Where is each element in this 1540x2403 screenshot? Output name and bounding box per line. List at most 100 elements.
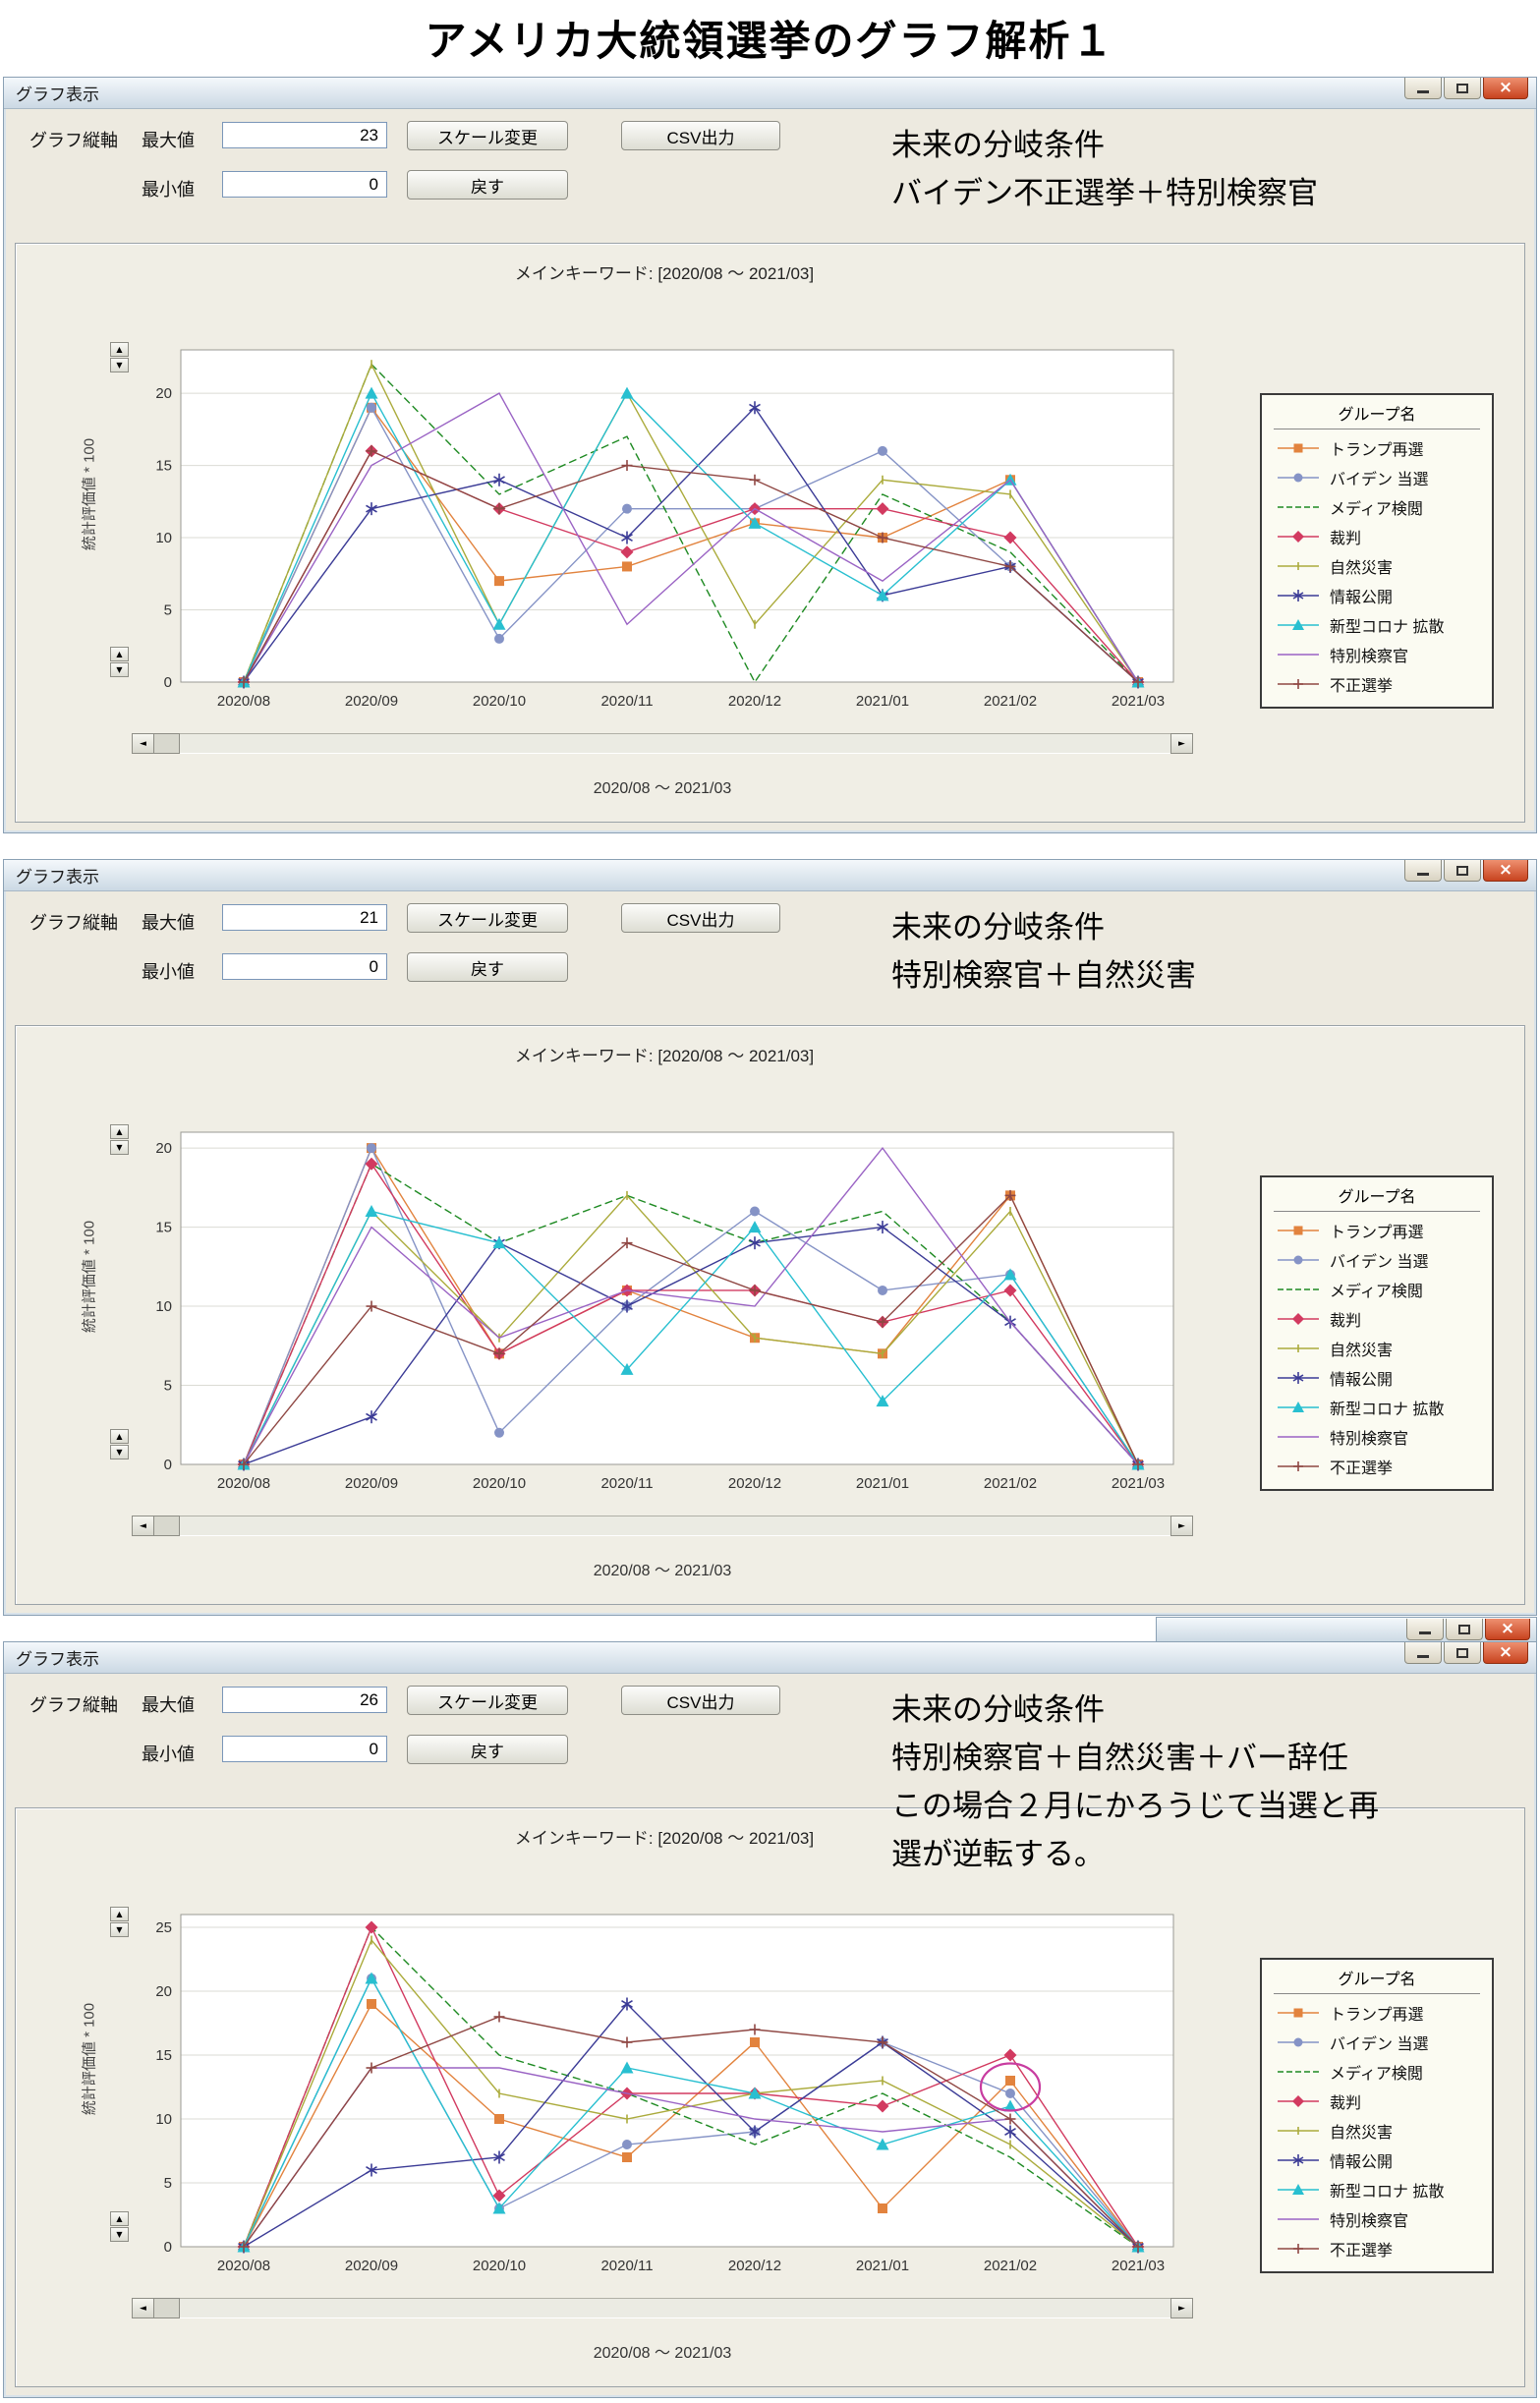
spin-up-button[interactable]: ▲ <box>110 1907 129 1921</box>
series-line <box>243 1146 1139 1465</box>
spin-down-button[interactable]: ▼ <box>110 662 129 677</box>
window-titlebar[interactable]: グラフ表示 × <box>4 860 1536 891</box>
legend-marker-icon <box>1278 2218 1319 2220</box>
legend-item-label: 新型コロナ 拡散 <box>1330 1402 1445 1418</box>
legend-item: 新型コロナ 拡散 <box>1262 1393 1492 1422</box>
note-line: 特別検察官＋自然災害 <box>891 958 1196 993</box>
series-line <box>243 406 1139 683</box>
legend-item-label: トランプ再選 <box>1330 2007 1424 2024</box>
y-tick-label: 10 <box>155 1298 172 1315</box>
csv-export-button[interactable]: CSV出力 <box>621 121 780 150</box>
scroll-right-button[interactable]: ► <box>1170 733 1193 754</box>
scale-change-button[interactable]: スケール変更 <box>407 121 568 150</box>
spin-up-button[interactable]: ▲ <box>110 647 129 661</box>
spin-up-button[interactable]: ▲ <box>110 1124 129 1139</box>
csv-export-button[interactable]: CSV出力 <box>621 1686 780 1715</box>
window-titlebar[interactable]: グラフ表示 × <box>4 1642 1536 1674</box>
scrollbar-track[interactable] <box>180 733 1170 754</box>
legend-marker-icon <box>1278 1226 1319 1235</box>
minimize-button[interactable] <box>1406 1619 1444 1640</box>
scrollbar-thumb[interactable] <box>154 1516 180 1536</box>
max-value-label: 最大値 <box>142 131 195 150</box>
max-value-input[interactable] <box>222 1687 387 1713</box>
minimize-button[interactable] <box>1404 860 1442 882</box>
scrollbar-track[interactable] <box>180 1516 1170 1536</box>
legend-marker-icon <box>1278 2008 1319 2018</box>
spin-up-button[interactable]: ▲ <box>110 1429 129 1444</box>
series-line <box>243 1163 1139 1465</box>
scrollbar-thumb[interactable] <box>154 733 180 754</box>
page-title: アメリカ大統領選挙のグラフ解析１ <box>425 18 1115 64</box>
close-button[interactable]: × <box>1483 78 1528 99</box>
legend-marker-icon <box>1278 619 1319 630</box>
x-tick-label: 2020/09 <box>345 693 398 710</box>
legend-item: 新型コロナ 拡散 <box>1262 610 1492 640</box>
legend-marker-icon <box>1278 654 1319 656</box>
min-value-input[interactable] <box>222 953 387 980</box>
legend-title: グループ名 <box>1274 1181 1480 1212</box>
y-axis-spinner-top: ▲ ▼ <box>110 1124 129 1155</box>
min-value-input[interactable] <box>222 171 387 198</box>
legend-item: 新型コロナ 拡散 <box>1262 2175 1492 2204</box>
legend-item-label: トランプ再選 <box>1330 1225 1424 1241</box>
line-chart: 0 5 10 15 20 2020/08 2020/09 2020/10 2020/11 2020… <box>155 1131 1174 1492</box>
minimize-button[interactable] <box>1404 78 1442 99</box>
note-line: 未来の分岐条件 <box>891 910 1105 944</box>
maximize-button[interactable] <box>1446 1619 1483 1640</box>
legend-item: メディア検閲 <box>1262 492 1492 522</box>
csv-export-button[interactable]: CSV出力 <box>621 903 780 933</box>
x-axis-label: 2020/08 ～ 2021/03 <box>593 2345 732 2362</box>
maximize-button[interactable] <box>1444 1642 1481 1664</box>
legend-item: 特別検察官 <box>1262 2204 1492 2234</box>
legend-item: トランプ再選 <box>1262 433 1492 463</box>
annotation-note: 未来の分岐条件 特別検察官＋自然災害＋バー辞任 この場合２月にかろうじて当選と再 選が… <box>891 1686 1379 1878</box>
chart-panel: メインキーワード: [2020/08 ～ 2021/03] ▲ ▼ ▲ ▼ 統計… <box>15 1025 1525 1605</box>
max-value-input[interactable] <box>222 122 387 148</box>
spin-down-button[interactable]: ▼ <box>110 2227 129 2242</box>
minimize-button[interactable] <box>1404 1642 1442 1664</box>
close-button[interactable]: × <box>1485 1619 1530 1640</box>
scrollbar-track[interactable] <box>180 2298 1170 2318</box>
spin-up-button[interactable]: ▲ <box>110 2211 129 2226</box>
scroll-left-button[interactable]: ◄ <box>132 1516 154 1536</box>
x-axis-label: 2020/08 ～ 2021/03 <box>593 1563 732 1579</box>
min-value-input[interactable] <box>222 1736 387 1762</box>
x-tick-label: 2020/10 <box>473 1475 526 1492</box>
reset-button[interactable]: 戻す <box>407 952 568 982</box>
reset-button[interactable]: 戻す <box>407 170 568 200</box>
scroll-left-button[interactable]: ◄ <box>132 2298 154 2318</box>
scale-change-button[interactable]: スケール変更 <box>407 1686 568 1715</box>
min-value-label: 最小値 <box>142 180 195 200</box>
spin-down-button[interactable]: ▼ <box>110 1140 129 1155</box>
y-tick-label: 5 <box>164 1378 172 1395</box>
spin-up-button[interactable]: ▲ <box>110 342 129 357</box>
scrollbar-thumb[interactable] <box>154 2298 180 2318</box>
x-tick-label: 2020/11 <box>600 693 653 710</box>
legend-item: メディア検閲 <box>1262 2057 1492 2087</box>
x-tick-label: 2020/12 <box>728 693 781 710</box>
legend-items: トランプ再選 バイデン 当選 メディア検閲 裁判 自然災害 情報公開 新型コロナ 拡散 特別検… <box>1262 433 1492 699</box>
scroll-left-button[interactable]: ◄ <box>132 733 154 754</box>
x-tick-label: 2020/10 <box>473 2258 526 2274</box>
scroll-right-button[interactable]: ► <box>1170 2298 1193 2318</box>
legend-item: 裁判 <box>1262 2087 1492 2116</box>
scale-change-button[interactable]: スケール変更 <box>407 903 568 933</box>
spin-down-button[interactable]: ▼ <box>110 358 129 372</box>
y-tick-label: 20 <box>155 1140 172 1157</box>
legend-marker-icon <box>1278 679 1319 689</box>
legend-item-label: メディア検閲 <box>1330 1284 1423 1300</box>
close-button[interactable]: × <box>1483 1642 1528 1664</box>
scroll-right-button[interactable]: ► <box>1170 1516 1193 1536</box>
series-line <box>243 1925 1139 2248</box>
close-button[interactable]: × <box>1483 860 1528 882</box>
legend-marker-icon <box>1278 1372 1319 1384</box>
spin-down-button[interactable]: ▼ <box>110 1445 129 1459</box>
reset-button[interactable]: 戻す <box>407 1735 568 1764</box>
max-value-input[interactable] <box>222 904 387 931</box>
spin-down-button[interactable]: ▼ <box>110 1922 129 1937</box>
y-axis-spinner-top: ▲ ▼ <box>110 342 129 372</box>
maximize-button[interactable] <box>1444 78 1481 99</box>
window-titlebar[interactable]: グラフ表示 × <box>4 78 1536 109</box>
x-axis-scrollbar: ◄ ► <box>132 733 1193 754</box>
maximize-button[interactable] <box>1444 860 1481 882</box>
